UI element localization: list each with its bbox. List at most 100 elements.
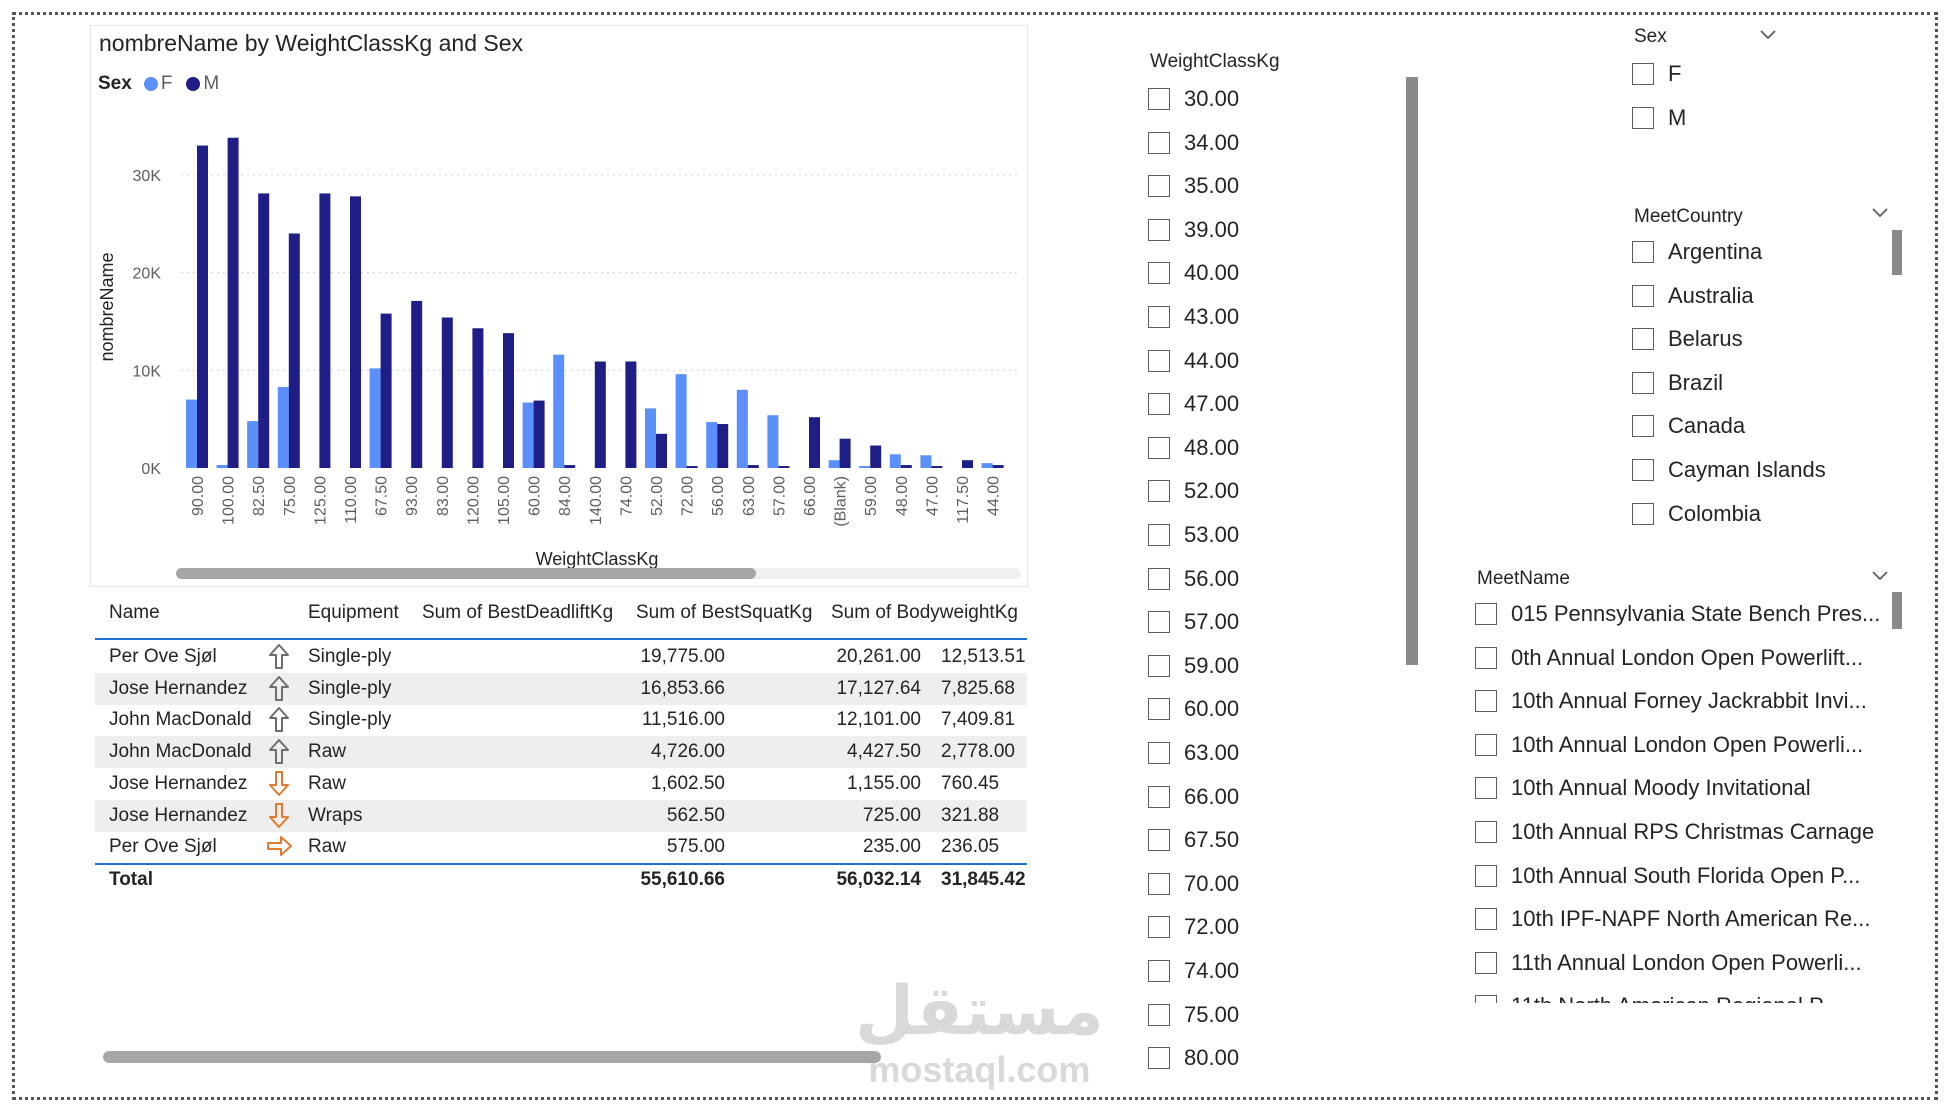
bar-m[interactable] bbox=[533, 400, 545, 468]
checkbox[interactable] bbox=[1148, 654, 1170, 677]
table-row[interactable]: John MacDonald Single-ply 11,516.00 12,101.… bbox=[95, 704, 1027, 736]
col-header-name[interactable]: Name bbox=[109, 602, 160, 623]
checkbox[interactable] bbox=[1632, 328, 1654, 351]
table-row[interactable]: Jose Hernandez Wraps 562.50 725.00 321.88 bbox=[95, 799, 1027, 832]
bar-m[interactable] bbox=[717, 424, 729, 468]
checkbox[interactable] bbox=[1148, 742, 1170, 764]
bar-m[interactable] bbox=[656, 433, 667, 468]
bar-f[interactable] bbox=[247, 421, 259, 468]
bar-f[interactable] bbox=[522, 402, 534, 468]
checkbox[interactable] bbox=[1632, 502, 1654, 525]
meet-option[interactable]: 015 Pennsylvania State Bench Pres... bbox=[1475, 601, 1880, 627]
bar-f[interactable] bbox=[186, 399, 197, 468]
bar-f[interactable] bbox=[645, 408, 656, 468]
checkbox[interactable] bbox=[1475, 908, 1497, 931]
weight-option[interactable]: 40.00 bbox=[1148, 260, 1239, 286]
clustered-column-chart[interactable]: nombreName by WeightClassKg and Sex Sex … bbox=[90, 25, 1028, 587]
checkbox[interactable] bbox=[1632, 371, 1654, 394]
checkbox[interactable] bbox=[1148, 785, 1170, 808]
weight-option[interactable]: 56.00 bbox=[1148, 566, 1239, 592]
checkbox[interactable] bbox=[1632, 415, 1654, 438]
bar-m[interactable] bbox=[686, 466, 698, 468]
weight-option[interactable]: 39.00 bbox=[1148, 217, 1239, 243]
bar-m[interactable] bbox=[380, 313, 392, 468]
weight-option[interactable]: 34.00 bbox=[1148, 130, 1239, 156]
bar-m[interactable] bbox=[503, 333, 514, 468]
bar-f[interactable] bbox=[675, 374, 687, 468]
checkbox[interactable] bbox=[1148, 349, 1170, 372]
checkbox[interactable] bbox=[1632, 63, 1654, 85]
bar-m[interactable] bbox=[411, 300, 423, 468]
bar-m[interactable] bbox=[319, 193, 331, 468]
checkbox[interactable] bbox=[1632, 106, 1654, 129]
checkbox[interactable] bbox=[1148, 306, 1170, 328]
checkbox[interactable] bbox=[1148, 829, 1170, 852]
bar-m[interactable] bbox=[962, 460, 973, 468]
bar-m[interactable] bbox=[900, 465, 912, 468]
bar-m[interactable] bbox=[472, 328, 484, 468]
weight-option[interactable]: 60.00 bbox=[1148, 696, 1239, 722]
country-slicer-chevron-down-icon[interactable] bbox=[1871, 207, 1889, 219]
bar-m[interactable] bbox=[992, 465, 1004, 468]
bar-f[interactable] bbox=[981, 463, 993, 468]
meet-option[interactable]: 10th Annual London Open Powerli... bbox=[1475, 732, 1863, 758]
weight-option[interactable]: 66.00 bbox=[1148, 784, 1239, 810]
weight-option[interactable]: 30.00 bbox=[1148, 86, 1239, 112]
sex-option[interactable]: M bbox=[1632, 105, 1686, 131]
weight-option[interactable]: 63.00 bbox=[1148, 740, 1239, 766]
meet-option[interactable]: 10th Annual Forney Jackrabbit Invi... bbox=[1475, 688, 1867, 714]
bar-m[interactable] bbox=[594, 361, 606, 468]
bar-m[interactable] bbox=[441, 317, 453, 468]
bar-m[interactable] bbox=[288, 233, 300, 468]
checkbox[interactable] bbox=[1475, 733, 1497, 756]
checkbox[interactable] bbox=[1148, 131, 1170, 154]
checkbox[interactable] bbox=[1148, 436, 1170, 459]
bar-m[interactable] bbox=[227, 137, 239, 468]
table-row[interactable]: Per Ove Sjøl Single-ply 19,775.00 20,261.00… bbox=[95, 641, 1027, 673]
bar-f[interactable] bbox=[859, 466, 871, 468]
weight-option[interactable]: 72.00 bbox=[1148, 914, 1239, 940]
checkbox[interactable] bbox=[1148, 916, 1170, 939]
checkbox[interactable] bbox=[1475, 603, 1497, 625]
checkbox[interactable] bbox=[1475, 821, 1497, 843]
checkbox[interactable] bbox=[1148, 524, 1170, 546]
bar-m[interactable] bbox=[625, 361, 637, 468]
weight-option[interactable]: 59.00 bbox=[1148, 653, 1239, 679]
country-option[interactable]: Argentina bbox=[1632, 239, 1762, 265]
checkbox[interactable] bbox=[1632, 459, 1654, 481]
weight-option[interactable]: 70.00 bbox=[1148, 871, 1239, 897]
bar-f[interactable] bbox=[828, 460, 840, 468]
checkbox[interactable] bbox=[1475, 995, 1497, 1003]
col-header-bodyweight[interactable]: Sum of BodyweightKg bbox=[831, 602, 1018, 623]
country-option[interactable]: Brazil bbox=[1632, 370, 1723, 396]
checkbox[interactable] bbox=[1148, 1047, 1170, 1070]
checkbox[interactable] bbox=[1148, 872, 1170, 895]
checkbox[interactable] bbox=[1148, 698, 1170, 721]
country-slicer-scrollbar[interactable] bbox=[1892, 230, 1902, 275]
checkbox[interactable] bbox=[1148, 218, 1170, 241]
checkbox[interactable] bbox=[1148, 567, 1170, 590]
country-option[interactable]: Canada bbox=[1632, 413, 1745, 439]
bar-m[interactable] bbox=[350, 196, 361, 468]
weight-option[interactable]: 35.00 bbox=[1148, 173, 1239, 199]
country-option[interactable]: Australia bbox=[1632, 283, 1754, 309]
bar-m[interactable] bbox=[258, 193, 270, 468]
chart-scrollbar-thumb[interactable] bbox=[176, 568, 756, 579]
bar-m[interactable] bbox=[839, 438, 851, 468]
bar-m[interactable] bbox=[564, 465, 576, 468]
weight-option[interactable]: 74.00 bbox=[1148, 958, 1239, 984]
checkbox[interactable] bbox=[1475, 690, 1497, 713]
meet-option[interactable]: 11th North American Regional P... bbox=[1475, 993, 1839, 1003]
bar-m[interactable] bbox=[197, 145, 208, 468]
checkbox[interactable] bbox=[1475, 777, 1497, 800]
meet-option[interactable]: 10th Annual RPS Christmas Carnage bbox=[1475, 819, 1874, 845]
meet-slicer-scrollbar[interactable] bbox=[1892, 592, 1902, 629]
legend-item-f[interactable]: F bbox=[143, 73, 172, 95]
meet-slicer-chevron-down-icon[interactable] bbox=[1871, 570, 1889, 582]
table-row[interactable]: Jose Hernandez Raw 1,602.50 1,155.00 760.45 bbox=[95, 768, 1027, 800]
sex-slicer-chevron-down-icon[interactable] bbox=[1759, 29, 1777, 41]
meet-option[interactable]: 10th IPF-NAPF North American Re... bbox=[1475, 906, 1870, 932]
checkbox[interactable] bbox=[1148, 175, 1170, 198]
checkbox[interactable] bbox=[1148, 611, 1170, 634]
country-option[interactable]: Belarus bbox=[1632, 326, 1743, 352]
